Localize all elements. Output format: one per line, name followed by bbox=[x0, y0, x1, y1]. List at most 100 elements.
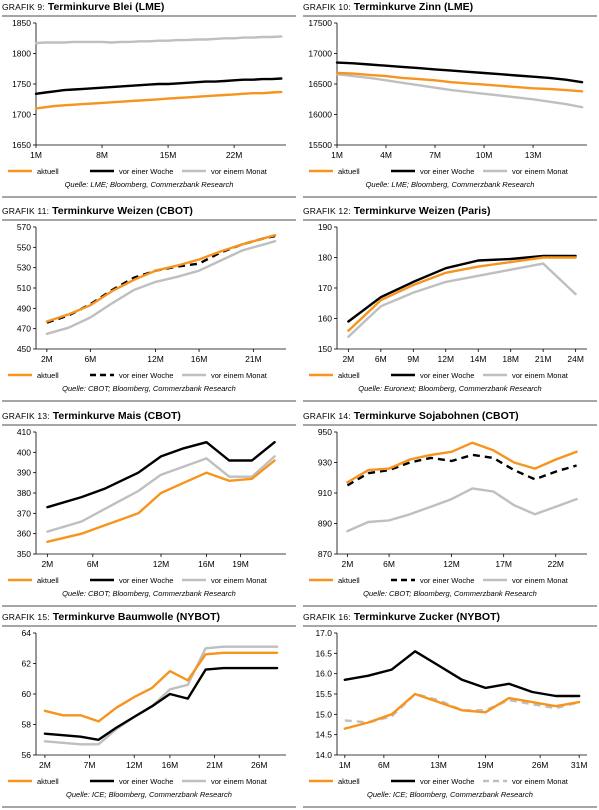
series-vor-einem-monat-line bbox=[46, 455, 276, 533]
y-tick-label: 16.0 bbox=[315, 669, 332, 679]
x-tick-label: 1M bbox=[331, 150, 343, 160]
legend-label-vor-einem-monat: vor einem Monat bbox=[211, 371, 268, 380]
x-tick-label: 18M bbox=[502, 354, 519, 364]
chart-source: Quelle: ICE; Bloomberg, Commerzbank Rese… bbox=[66, 790, 232, 799]
x-tick-label: 1M bbox=[339, 760, 351, 770]
x-tick-label: 31M bbox=[571, 760, 588, 770]
y-tick-label: 1750 bbox=[12, 79, 31, 89]
chart-label-prefix: GRAFIK 14: bbox=[303, 411, 351, 421]
legend-label-aktuell: aktuell bbox=[37, 576, 59, 585]
legend-label-vor-einem-monat: vor einem Monat bbox=[211, 777, 268, 786]
x-tick-label: 16M bbox=[191, 354, 208, 364]
chart-title: GRAFIK 12: Terminkurve Weizen (Paris) bbox=[303, 204, 597, 218]
x-tick-label: 16M bbox=[162, 760, 179, 770]
chart-label-prefix: GRAFIK 13: bbox=[2, 411, 50, 421]
bottom-rule bbox=[2, 806, 296, 808]
chart-title-text: Terminkurve Baumwolle (NYBOT) bbox=[52, 611, 221, 623]
chart-label-prefix: GRAFIK 12: bbox=[303, 206, 351, 216]
y-tick-label: 410 bbox=[17, 427, 31, 437]
chart-plot: 350 360 370 380 390 400 410 2M 6M 12M 16M 19M aktuel… bbox=[8, 427, 286, 585]
legend-label-aktuell: aktuell bbox=[338, 167, 360, 176]
x-tick-label: 26M bbox=[251, 760, 268, 770]
x-tick-label: 12M bbox=[443, 559, 460, 569]
bottom-rule bbox=[2, 196, 296, 198]
bottom-rule bbox=[303, 196, 597, 198]
y-tick-label: 160 bbox=[318, 314, 332, 324]
title-rule bbox=[2, 219, 296, 221]
legend-label-vor-einem-monat: vor einem Monat bbox=[512, 777, 569, 786]
series-aktuell-line bbox=[346, 441, 578, 484]
chart-panel-soybeans: GRAFIK 14: Terminkurve Sojabohnen (CBOT)… bbox=[303, 409, 597, 609]
legend-label-vor-einer-woche: vor einer Woche bbox=[420, 576, 474, 585]
x-tick-label: 2M bbox=[41, 559, 53, 569]
x-tick-label: 12M bbox=[126, 760, 143, 770]
y-tick-label: 15500 bbox=[308, 140, 332, 150]
chart-title-text: Terminkurve Blei (LME) bbox=[47, 1, 165, 13]
chart-title-text: Terminkurve Zucker (NYBOT) bbox=[353, 611, 501, 623]
y-tick-label: 17.0 bbox=[315, 628, 332, 638]
x-tick-label: 21M bbox=[535, 354, 552, 364]
series-vor-einer-woche-line bbox=[43, 666, 279, 742]
x-tick-label: 19M bbox=[477, 760, 494, 770]
legend-label-vor-einer-woche: vor einer Woche bbox=[420, 777, 474, 786]
y-tick-label: 570 bbox=[17, 222, 31, 232]
y-tick-label: 180 bbox=[318, 253, 332, 263]
x-tick-label: 8M bbox=[96, 150, 108, 160]
y-tick-label: 17500 bbox=[308, 18, 332, 28]
series-aktuell-line bbox=[343, 692, 581, 730]
chart-label-prefix: GRAFIK 9: bbox=[2, 2, 45, 12]
legend-label-vor-einem-monat: vor einem Monat bbox=[512, 167, 569, 176]
x-tick-label: 16M bbox=[198, 559, 215, 569]
chart-label-prefix: GRAFIK 11: bbox=[2, 206, 50, 216]
x-tick-label: 1M bbox=[30, 150, 42, 160]
y-tick-label: 910 bbox=[318, 488, 332, 498]
legend-label-vor-einer-woche: vor einer Woche bbox=[420, 371, 474, 380]
x-tick-label: 12M bbox=[153, 559, 170, 569]
chart-source: Quelle: CBOT; Bloomberg, Commerzbank Res… bbox=[62, 589, 236, 598]
legend-label-vor-einem-monat: vor einem Monat bbox=[211, 576, 268, 585]
legend-label-vor-einem-monat: vor einem Monat bbox=[512, 371, 569, 380]
y-tick-label: 950 bbox=[318, 427, 332, 437]
legend-label-vor-einer-woche: vor einer Woche bbox=[119, 371, 173, 380]
series-vor-einem-monat-line bbox=[34, 35, 283, 45]
x-tick-label: 6M bbox=[375, 354, 387, 364]
y-tick-label: 380 bbox=[17, 488, 31, 498]
y-tick-label: 510 bbox=[17, 283, 31, 293]
y-tick-label: 56 bbox=[22, 750, 32, 760]
y-tick-label: 1850 bbox=[12, 18, 31, 28]
chart-panel-lead: GRAFIK 9: Terminkurve Blei (LME) 1650 1700… bbox=[2, 0, 296, 200]
chart-title-text: Terminkurve Mais (CBOT) bbox=[52, 410, 181, 422]
series-aktuell-line bbox=[335, 71, 584, 93]
x-tick-label: 6M bbox=[87, 559, 99, 569]
bottom-rule bbox=[303, 806, 597, 808]
x-tick-label: 6M bbox=[378, 760, 390, 770]
y-tick-label: 17000 bbox=[308, 49, 332, 59]
chart-title: GRAFIK 15: Terminkurve Baumwolle (NYBOT) bbox=[2, 610, 296, 624]
chart-plot: 56 58 60 62 64 2M 7M 12M 16M 21M 26M aktuell vor ein… bbox=[8, 628, 286, 786]
y-tick-label: 16.5 bbox=[315, 648, 332, 658]
y-tick-label: 60 bbox=[22, 689, 32, 699]
y-tick-label: 890 bbox=[318, 519, 332, 529]
y-tick-label: 58 bbox=[22, 720, 32, 730]
x-tick-label: 10M bbox=[476, 150, 493, 160]
legend-label-aktuell: aktuell bbox=[37, 371, 59, 380]
series-vor-einem-monat-line bbox=[347, 262, 577, 339]
series-vor-einem-monat-line bbox=[335, 73, 584, 109]
x-tick-label: 2M bbox=[342, 354, 354, 364]
legend-label-vor-einem-monat: vor einem Monat bbox=[512, 576, 569, 585]
x-tick-label: 14M bbox=[470, 354, 487, 364]
x-tick-label: 12M bbox=[437, 354, 454, 364]
x-tick-label: 6M bbox=[84, 354, 96, 364]
x-tick-label: 2M bbox=[41, 354, 53, 364]
chart-title: GRAFIK 13: Terminkurve Mais (CBOT) bbox=[2, 409, 296, 423]
chart-title-text: Terminkurve Weizen (CBOT) bbox=[52, 205, 193, 217]
y-tick-label: 1700 bbox=[12, 110, 31, 120]
series-vor-einer-woche-line bbox=[347, 254, 577, 323]
x-tick-label: 26M bbox=[532, 760, 549, 770]
y-tick-label: 16000 bbox=[308, 110, 332, 120]
series-aktuell-line bbox=[45, 233, 277, 323]
x-tick-label: 13M bbox=[525, 150, 542, 160]
title-rule bbox=[303, 219, 597, 221]
chart-plot: 150 160 170 180 190 2M 6M 9M 12M 14M 18M 21M 24M aktu… bbox=[309, 222, 587, 380]
y-tick-label: 64 bbox=[22, 628, 32, 638]
